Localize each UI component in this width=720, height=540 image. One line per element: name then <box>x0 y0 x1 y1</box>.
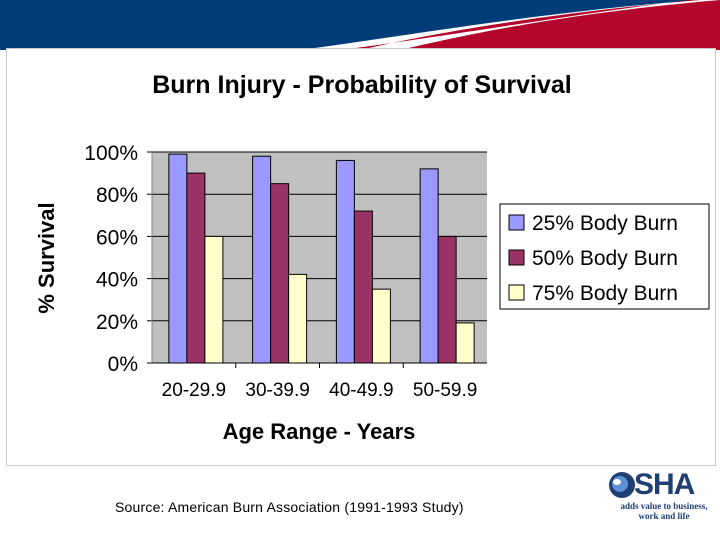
axis-layer: 0% 20% 40% 60% 80% 100% 20-29.9 30-39.9 40-49.9 5… <box>84 142 487 401</box>
bar <box>437 235 457 364</box>
legend-swatch <box>508 214 525 231</box>
y-axis-label: % Survival <box>34 202 59 313</box>
x-tick-label: 30-39.9 <box>245 380 309 401</box>
legend: 25% Body Burn 50% Body Burn 75% Body Burn <box>499 203 710 310</box>
y-tick-label: 0% <box>108 353 138 376</box>
bar <box>335 159 355 364</box>
legend-entry-label: 75% Body Burn <box>532 282 678 305</box>
top-banner <box>0 0 720 50</box>
chart-title: Burn Injury - Probability of Survival <box>152 71 572 99</box>
x-tick-label: 40-49.9 <box>329 380 393 401</box>
bar <box>270 183 290 364</box>
bar-chart: Burn Injury - Probability of Survival 0%… <box>34 71 710 444</box>
bar <box>353 210 373 364</box>
bar <box>168 153 188 364</box>
source-citation: Source: American Burn Association (1991-… <box>115 499 464 515</box>
banner-red-stripe <box>380 0 720 50</box>
osha-logo <box>609 472 635 498</box>
bar <box>252 155 272 364</box>
bar <box>371 288 391 364</box>
bar <box>288 273 308 364</box>
x-tick-label: 20-29.9 <box>162 380 226 401</box>
y-tick-label: 100% <box>84 142 138 165</box>
bar-layer <box>168 153 475 364</box>
legend-entry-label: 25% Body Burn <box>532 212 678 235</box>
chart-frame: Burn Injury - Probability of Survival 0%… <box>6 48 716 466</box>
logo-tagline: adds value to business, work and life <box>620 501 708 521</box>
x-tick-label: 50-59.9 <box>413 380 477 401</box>
y-tick-label: 80% <box>96 184 138 207</box>
legend-box <box>499 203 710 310</box>
bar <box>186 172 206 364</box>
legend-swatch <box>508 284 525 301</box>
x-axis-label: Age Range - Years <box>223 419 416 444</box>
y-tick-label: 20% <box>96 311 138 334</box>
logo-wordmark: SHA <box>634 468 695 501</box>
legend-entry-label: 50% Body Burn <box>532 247 678 270</box>
logo-globe-land <box>613 479 621 485</box>
y-tick-label: 40% <box>96 269 138 292</box>
legend-swatch <box>508 249 525 266</box>
y-tick-label: 60% <box>96 226 138 249</box>
bar <box>204 235 224 364</box>
bar <box>419 168 439 364</box>
bar <box>455 322 475 364</box>
